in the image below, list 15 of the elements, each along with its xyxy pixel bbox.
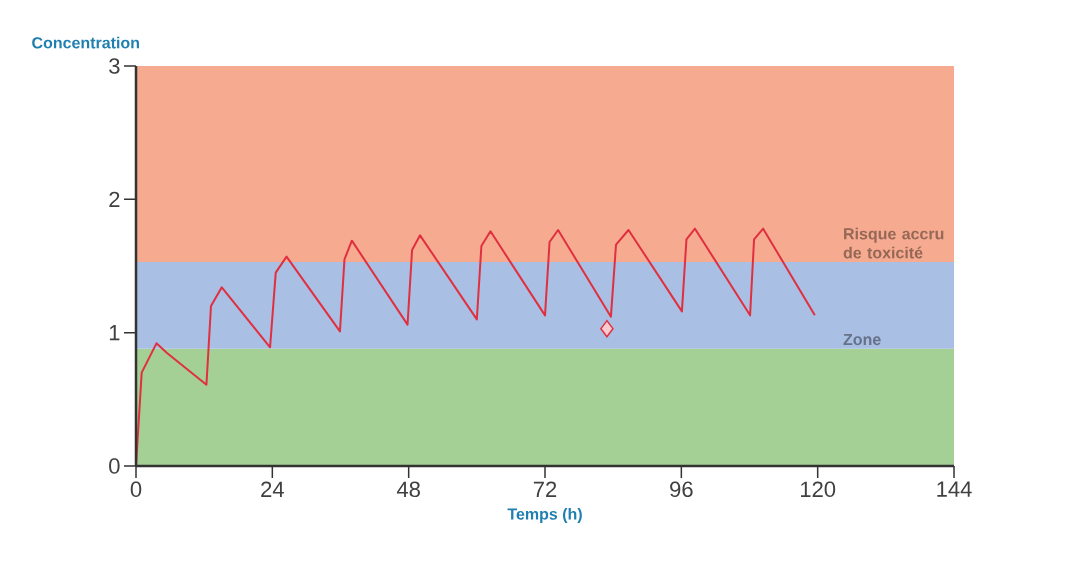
y-tick-label: 2 [109, 191, 120, 208]
y-tick-label: 1 [109, 325, 120, 341]
x-tick-label: 120 [801, 481, 836, 498]
x-axis-title: Temps (h) [507, 507, 582, 523]
band-label: Zone [843, 333, 881, 346]
x-tick-label: 24 [261, 481, 284, 497]
x-tick-label: 96 [670, 481, 693, 498]
y-tick-label: 3 [109, 58, 120, 74]
x-tick-label: 72 [533, 481, 557, 497]
y-axis-title: Concentration [32, 36, 139, 49]
band-label: Risque accru de toxicité [843, 227, 944, 259]
x-tick-label: 144 [937, 481, 972, 497]
x-tick-label: 48 [396, 481, 420, 498]
x-tick-label: 0 [130, 481, 142, 498]
y-tick-label: 0 [109, 458, 120, 474]
